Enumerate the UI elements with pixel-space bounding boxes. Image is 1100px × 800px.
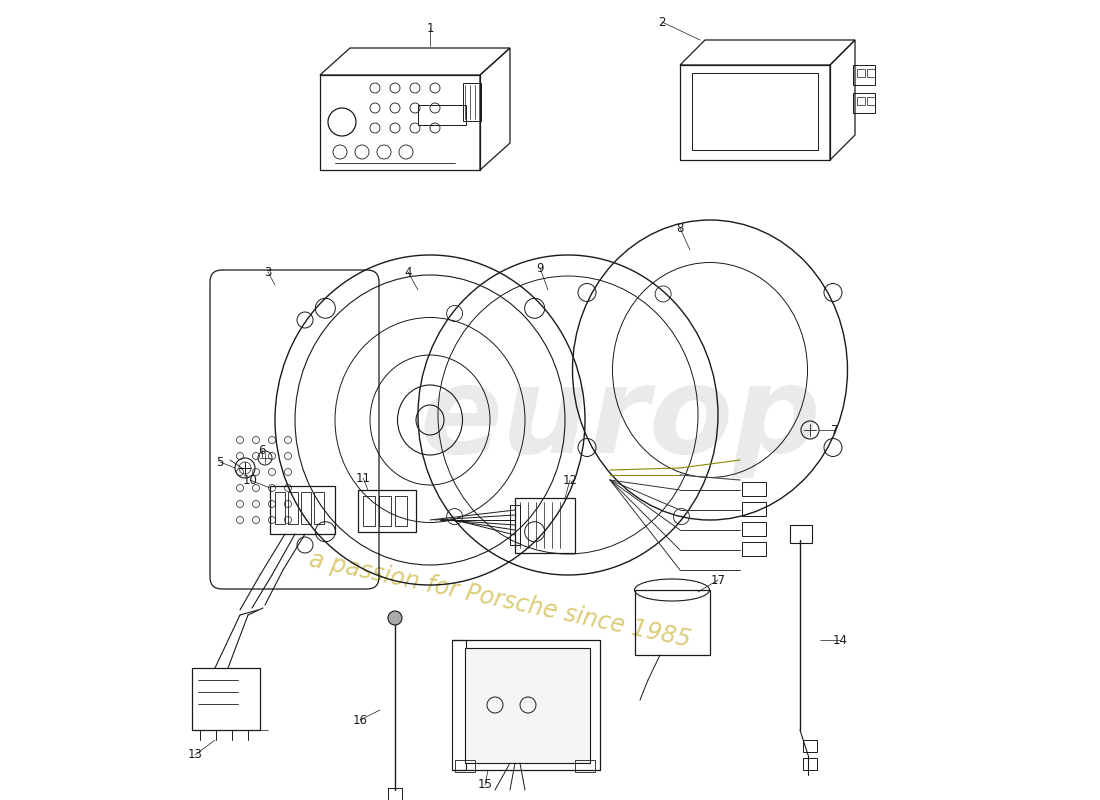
Bar bbox=[852, 93, 874, 113]
Bar bbox=[742, 502, 766, 516]
Text: a passion for Porsche since 1985: a passion for Porsche since 1985 bbox=[307, 548, 693, 652]
Bar bbox=[692, 73, 818, 150]
Bar bbox=[867, 69, 875, 77]
Bar bbox=[635, 590, 710, 655]
Text: 14: 14 bbox=[833, 634, 847, 646]
Bar bbox=[510, 505, 520, 545]
Text: 7: 7 bbox=[832, 423, 838, 437]
Text: 13: 13 bbox=[188, 749, 202, 762]
Bar bbox=[455, 760, 475, 772]
Text: 10: 10 bbox=[243, 474, 257, 486]
Bar bbox=[857, 97, 865, 105]
Text: 6: 6 bbox=[258, 443, 266, 457]
Bar bbox=[363, 496, 375, 526]
Bar bbox=[463, 83, 481, 121]
Text: 11: 11 bbox=[355, 471, 371, 485]
Bar bbox=[192, 668, 260, 730]
Bar bbox=[515, 498, 575, 553]
Circle shape bbox=[388, 611, 401, 625]
Text: 1: 1 bbox=[427, 22, 433, 34]
Bar bbox=[275, 492, 285, 524]
Bar bbox=[803, 758, 817, 770]
Bar bbox=[465, 648, 590, 763]
Bar bbox=[388, 788, 401, 800]
Text: 2: 2 bbox=[658, 15, 666, 29]
Bar bbox=[852, 65, 874, 85]
Text: 3: 3 bbox=[264, 266, 272, 278]
Bar bbox=[742, 522, 766, 536]
Text: 17: 17 bbox=[711, 574, 726, 586]
Bar bbox=[452, 640, 466, 770]
Text: europ: europ bbox=[419, 362, 821, 478]
Bar bbox=[270, 486, 336, 534]
Text: 15: 15 bbox=[477, 778, 493, 791]
Bar bbox=[314, 492, 324, 524]
Bar bbox=[742, 482, 766, 496]
Bar bbox=[379, 496, 390, 526]
Bar bbox=[301, 492, 311, 524]
Bar bbox=[857, 69, 865, 77]
Bar bbox=[288, 492, 298, 524]
Bar bbox=[867, 97, 875, 105]
Text: 9: 9 bbox=[537, 262, 543, 274]
Text: 12: 12 bbox=[562, 474, 578, 486]
Bar bbox=[418, 105, 466, 125]
Bar bbox=[575, 760, 595, 772]
Text: 5: 5 bbox=[217, 455, 223, 469]
Bar bbox=[742, 542, 766, 556]
Text: 16: 16 bbox=[352, 714, 367, 726]
Bar bbox=[790, 525, 812, 543]
Bar bbox=[395, 496, 407, 526]
Text: 8: 8 bbox=[676, 222, 684, 234]
Bar bbox=[803, 740, 817, 752]
Text: 4: 4 bbox=[405, 266, 411, 278]
Bar bbox=[358, 490, 416, 532]
